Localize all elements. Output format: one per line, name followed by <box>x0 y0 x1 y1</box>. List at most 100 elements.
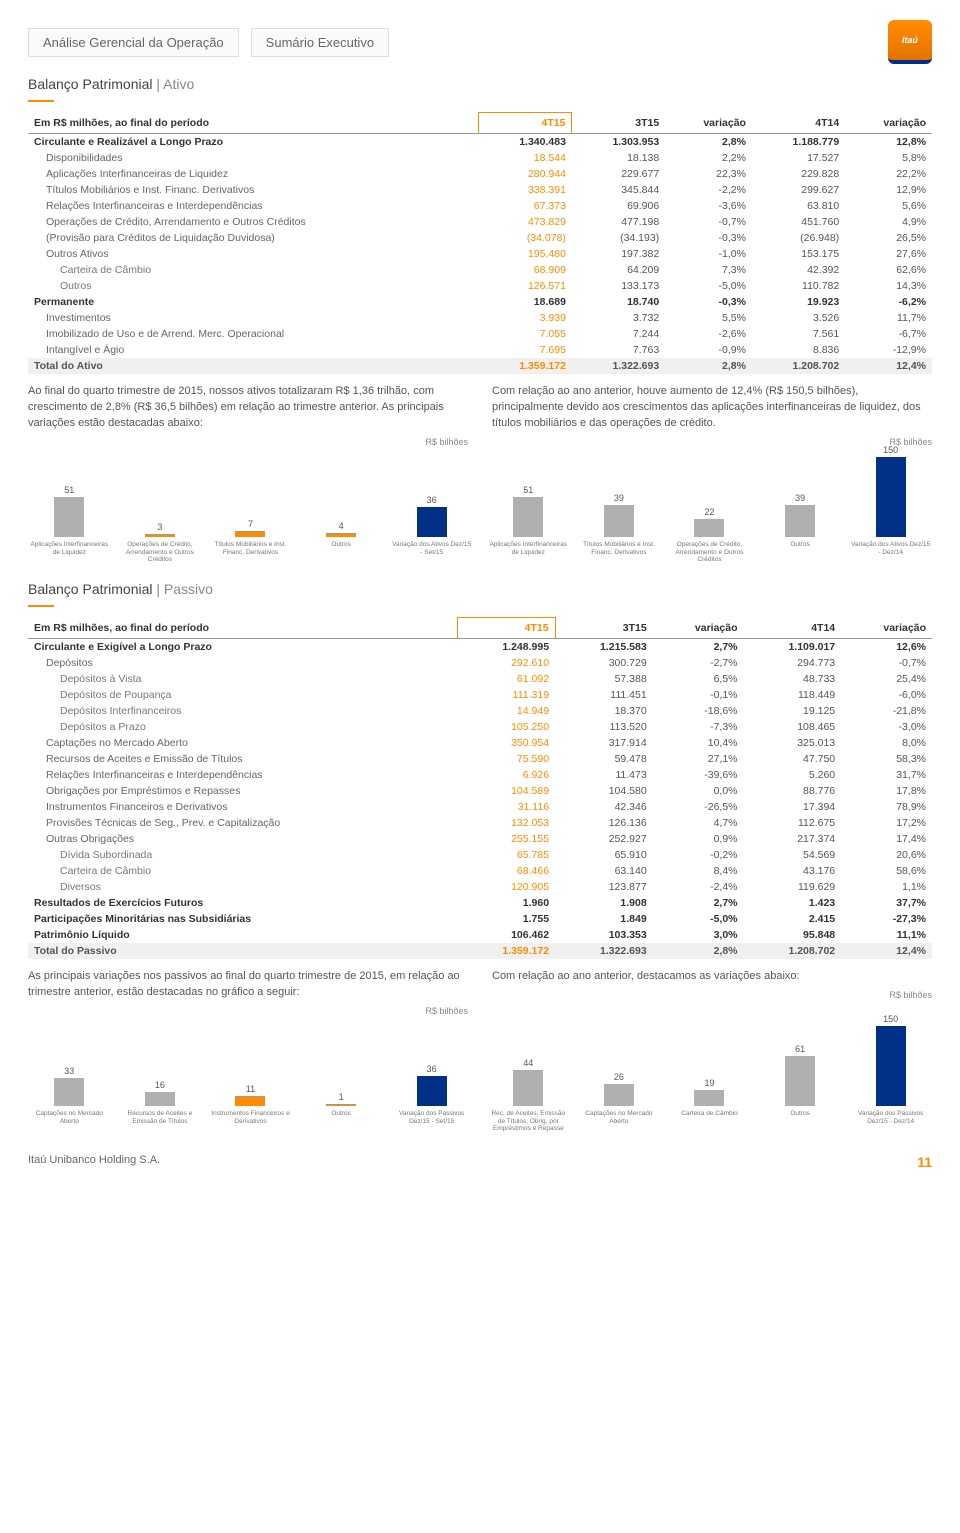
table-row: Aplicações Interfinanceiras de Liquidez2… <box>28 166 932 182</box>
cell: (26.948) <box>752 230 845 246</box>
chart-bar: 4Outros <box>300 521 383 563</box>
cell: 4,9% <box>845 214 932 230</box>
cell: 0,0% <box>653 783 744 799</box>
cell: Carteira de Câmbio <box>28 863 457 879</box>
cell: 31,7% <box>841 767 932 783</box>
chart-bar: 150Variação dos Ativos Dez/15 - Dez/14 <box>849 445 932 563</box>
page-header: Análise Gerencial da Operação Sumário Ex… <box>28 20 932 64</box>
table-row: Resultados de Exercícios Futuros1.9601.9… <box>28 895 932 911</box>
cell: 62,6% <box>845 262 932 278</box>
cell: (Provisão para Créditos de Liquidação Du… <box>28 230 479 246</box>
cell: Depósitos à Vista <box>28 671 457 687</box>
cell: -7,3% <box>653 719 744 735</box>
cell: 22,2% <box>845 166 932 182</box>
cell: 11,7% <box>845 310 932 326</box>
table-row: Patrimônio Líquido106.462103.3533,0%95.8… <box>28 927 932 943</box>
cell: 1.303.953 <box>572 134 665 151</box>
rs-label: R$ bilhões <box>492 989 932 1002</box>
table-row: Circulante e Exigível a Longo Prazo1.248… <box>28 638 932 655</box>
cell: 252.927 <box>555 831 653 847</box>
col-4t14: 4T14 <box>752 113 845 134</box>
cell: Resultados de Exercícios Futuros <box>28 895 457 911</box>
footer-company: Itaú Unibanco Holding S.A. <box>28 1154 160 1170</box>
cell: -12,9% <box>845 342 932 358</box>
cell: 3.939 <box>479 310 572 326</box>
chart-bar: 44Rec. de Aceites, Emissão de Títulos, O… <box>487 1058 570 1132</box>
cell: 63.810 <box>752 198 845 214</box>
table-row: Outros Ativos195.480197.382-1,0%153.1752… <box>28 246 932 262</box>
table-row: Relações Interfinanceiras e Interdependê… <box>28 198 932 214</box>
col-var1: variação <box>653 617 744 638</box>
cell: 2,8% <box>653 943 744 959</box>
cell: 7.244 <box>572 326 665 342</box>
table-row: Depósitos292.610300.729-2,7%294.773-0,7% <box>28 655 932 671</box>
table-passivo: Em R$ milhões, ao final do período 4T15 … <box>28 617 932 959</box>
cell: 19.923 <box>752 294 845 310</box>
table-row: Disponibilidades18.54418.1382,2%17.5275,… <box>28 150 932 166</box>
cell: 65.785 <box>457 847 555 863</box>
cell: 12,4% <box>845 358 932 374</box>
table-row: Instrumentos Financeiros e Derivativos31… <box>28 799 932 815</box>
cell: 42.346 <box>555 799 653 815</box>
cell: 48.733 <box>744 671 842 687</box>
rs-label: R$ bilhões <box>28 1005 468 1018</box>
cell: Dívida Subordinada <box>28 847 457 863</box>
table-row: Depósitos à Vista61.09257.3886,5%48.7332… <box>28 671 932 687</box>
cell: Diversos <box>28 879 457 895</box>
cell: 111.319 <box>457 687 555 703</box>
cell: -0,9% <box>665 342 752 358</box>
cell: 350.954 <box>457 735 555 751</box>
cell: 126.571 <box>479 278 572 294</box>
col-var1: variação <box>665 113 752 134</box>
cell: 14,3% <box>845 278 932 294</box>
cell: 58,3% <box>841 751 932 767</box>
cell: -2,6% <box>665 326 752 342</box>
cell: 10,4% <box>653 735 744 751</box>
cell: 6.926 <box>457 767 555 783</box>
cell: 299.627 <box>752 182 845 198</box>
cell: 229.828 <box>752 166 845 182</box>
chart-passivo-right: 44Rec. de Aceites, Emissão de Títulos, O… <box>487 1032 932 1132</box>
table-row: Total do Ativo1.359.1721.322.6932,8%1.20… <box>28 358 932 374</box>
cell: 27,1% <box>653 751 744 767</box>
cell: -2,2% <box>665 182 752 198</box>
cell: Depósitos Interfinanceiros <box>28 703 457 719</box>
breadcrumb-2: Sumário Executivo <box>251 28 389 57</box>
chart-bar: 51Aplicações Interfinanceiras de Liquide… <box>487 485 570 563</box>
section-title-passivo: Balanço Patrimonial | Passivo <box>28 581 932 597</box>
cell: Total do Ativo <box>28 358 479 374</box>
cell: -6,2% <box>845 294 932 310</box>
cell: Instrumentos Financeiros e Derivativos <box>28 799 457 815</box>
table-row: Depósitos de Poupança111.319111.451-0,1%… <box>28 687 932 703</box>
cell: 1.109.017 <box>744 638 842 655</box>
cell: 1.755 <box>457 911 555 927</box>
col-4t15: 4T15 <box>479 113 572 134</box>
rs-label: R$ bilhões <box>28 436 468 449</box>
cell: 5,5% <box>665 310 752 326</box>
cell: 451.760 <box>752 214 845 230</box>
cell: 325.013 <box>744 735 842 751</box>
cell: 1.188.779 <box>752 134 845 151</box>
passivo-paragraphs: As principais variações nos passivos ao … <box>28 969 932 1018</box>
cell: 108.465 <box>744 719 842 735</box>
table-row: Carteira de Câmbio68.46663.1408,4%43.176… <box>28 863 932 879</box>
cell: 12,8% <box>845 134 932 151</box>
cell: Relações Interfinanceiras e Interdependê… <box>28 767 457 783</box>
table-row: Depósitos a Prazo105.250113.520-7,3%108.… <box>28 719 932 735</box>
cell: 7.055 <box>479 326 572 342</box>
cell: Depósitos a Prazo <box>28 719 457 735</box>
cell: 300.729 <box>555 655 653 671</box>
cell: 18.370 <box>555 703 653 719</box>
page-number: 11 <box>917 1154 932 1170</box>
breadcrumb-1: Análise Gerencial da Operação <box>28 28 239 57</box>
cell: 1.208.702 <box>744 943 842 959</box>
cell: 18.740 <box>572 294 665 310</box>
cell: 18.689 <box>479 294 572 310</box>
cell: 17,8% <box>841 783 932 799</box>
chart-row-ativo: 51Aplicações Interfinanceiras de Liquide… <box>28 463 932 563</box>
cell: 1.215.583 <box>555 638 653 655</box>
cell: 63.140 <box>555 863 653 879</box>
cell: 12,9% <box>845 182 932 198</box>
cell: 54.569 <box>744 847 842 863</box>
cell: -0,7% <box>841 655 932 671</box>
